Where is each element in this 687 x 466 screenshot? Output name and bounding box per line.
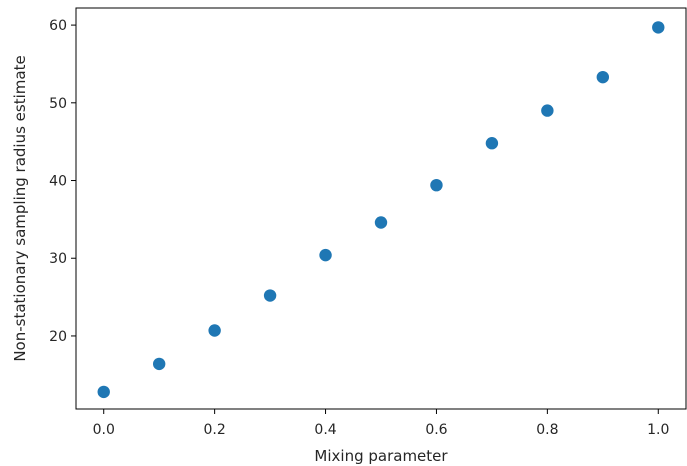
y-tick-label: 30 [49,251,67,267]
y-tick-label: 50 [49,96,67,112]
data-points [97,21,665,399]
y-tick-label: 20 [49,329,67,345]
x-axis-title: Mixing parameter [314,447,448,465]
y-tick-label: 60 [49,18,67,34]
scatter-point [374,216,388,229]
y-axis-title: Non-stationary sampling radius estimate [11,55,29,361]
scatter-point [152,357,166,371]
x-tick-label: 1.0 [647,422,669,438]
y-tick-label: 40 [49,174,67,190]
scatter-point [430,178,443,192]
scatter-point [652,21,665,34]
x-tick-label: 0.0 [93,422,115,438]
scatter-point [596,70,610,84]
scatter-point [485,137,499,150]
y-axis-ticks: 20 30 40 50 60 [49,18,76,345]
x-tick-label: 0.4 [314,422,336,438]
x-axis-ticks: 0.0 0.2 0.4 0.6 0.8 1.0 [93,409,669,438]
plot-frame [75,7,687,410]
scatter-point [97,385,110,399]
scatter-point [208,324,221,337]
scatter-point [319,248,332,262]
x-tick-label: 0.8 [536,422,558,438]
scatter-point [263,289,277,302]
x-tick-label: 0.6 [425,422,447,438]
scatter-point [541,104,554,117]
x-tick-label: 0.2 [204,422,226,438]
